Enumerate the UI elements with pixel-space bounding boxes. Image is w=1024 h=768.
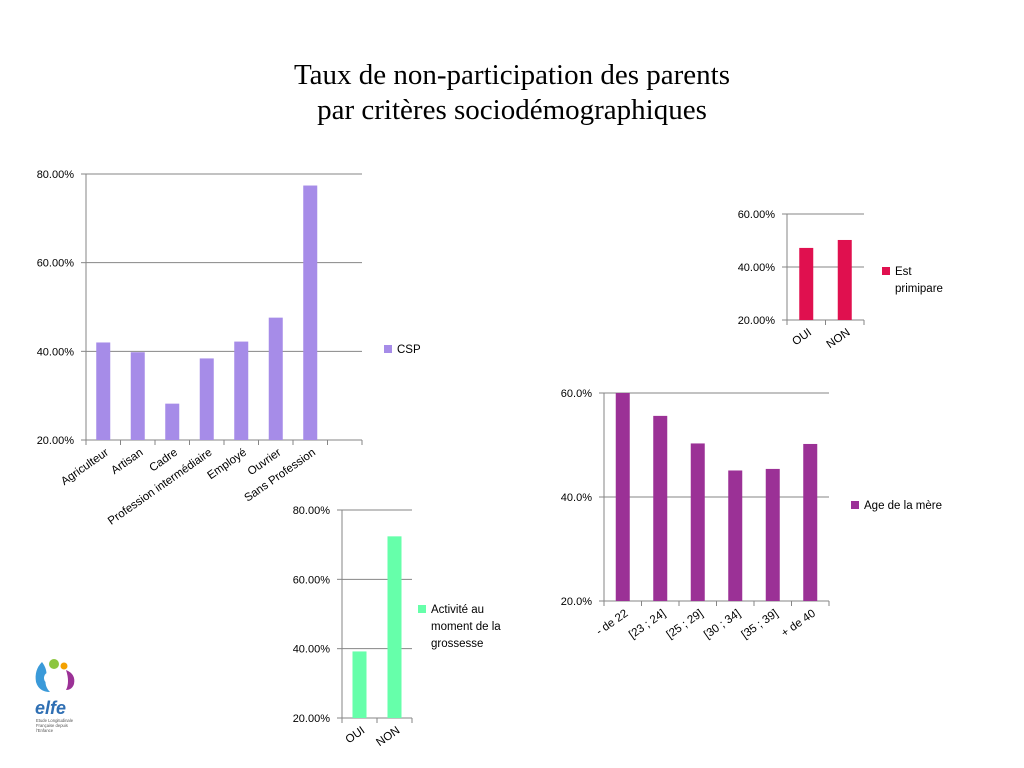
activite-legend-label: moment de la bbox=[431, 621, 501, 633]
age-legend-label: Age de la mère bbox=[864, 500, 942, 512]
primipare-bar bbox=[837, 239, 852, 320]
csp-ytick-label: 80.00% bbox=[37, 169, 75, 181]
activite-ytick-label: 40.00% bbox=[293, 644, 331, 656]
title-line-2: par critères sociodémographiques bbox=[317, 94, 707, 126]
csp-ytick-label: 20.00% bbox=[37, 435, 75, 447]
primipare-bar bbox=[799, 247, 814, 320]
logo-wordmark: elfe bbox=[35, 698, 66, 718]
csp-ytick-label: 60.00% bbox=[37, 258, 75, 270]
csp-bar bbox=[130, 352, 145, 440]
age-bar bbox=[803, 443, 818, 601]
age-ytick-label: 20.0% bbox=[561, 596, 592, 608]
activite-legend-label: Activité au bbox=[431, 604, 484, 616]
age-xtick-label: - de 22 bbox=[594, 608, 630, 638]
activite-ytick-label: 60.00% bbox=[293, 574, 331, 586]
activite-bar bbox=[352, 651, 367, 718]
logo-line-3: l'Enfance bbox=[36, 728, 54, 733]
csp-xtick-label: Employé bbox=[205, 447, 249, 482]
activite-xtick-label: OUI bbox=[344, 725, 368, 747]
csp-bar bbox=[303, 185, 318, 440]
age-bar bbox=[653, 415, 668, 601]
csp-bar bbox=[165, 403, 180, 440]
primipare-xtick-label: NON bbox=[825, 327, 853, 351]
activite-ytick-label: 20.00% bbox=[293, 713, 331, 725]
csp-bar bbox=[234, 341, 249, 440]
logo-line-2: Française depuis bbox=[36, 723, 68, 728]
csp-xtick-label: Agriculteur bbox=[59, 447, 111, 488]
csp-xtick-label: Artisan bbox=[109, 447, 145, 477]
activite-xtick-label: NON bbox=[374, 725, 402, 749]
primipare-legend-label: primipare bbox=[895, 283, 943, 295]
age-legend-swatch bbox=[851, 501, 859, 509]
csp-bar bbox=[268, 317, 283, 440]
age-bar bbox=[615, 393, 630, 601]
primipare-legend-label: Est bbox=[895, 266, 912, 278]
primipare-ytick-label: 20.00% bbox=[738, 315, 776, 327]
primipare-ytick-label: 60.00% bbox=[738, 209, 776, 221]
age-bar bbox=[765, 468, 780, 601]
title-line-1: Taux de non-participation des parents bbox=[293, 59, 731, 91]
primipare-ytick-label: 40.00% bbox=[738, 262, 776, 274]
age-ytick-label: 60.0% bbox=[561, 388, 592, 400]
activite-legend-swatch bbox=[418, 605, 426, 613]
elfe-logo: elfe Etude Longitudinale Française depui… bbox=[32, 656, 88, 738]
activite-legend-label: grossesse bbox=[431, 638, 483, 650]
logo-line-1: Etude Longitudinale bbox=[36, 718, 74, 723]
elfe-logo-graphic: elfe Etude Longitudinale Française depui… bbox=[35, 659, 75, 733]
age-xtick-label: [25 ; 29] bbox=[665, 608, 706, 642]
age-xtick-label: [30 ; 34] bbox=[702, 608, 743, 642]
age-xtick-label: [35 ; 39] bbox=[740, 608, 781, 642]
activite-bar bbox=[387, 536, 402, 718]
age-xtick-label: [23 ; 24] bbox=[627, 608, 668, 642]
csp-ytick-label: 40.00% bbox=[37, 346, 75, 358]
csp-legend-swatch bbox=[384, 345, 392, 353]
csp-bar bbox=[199, 358, 214, 440]
page-title: Taux de non-participation des parents pa… bbox=[0, 58, 1024, 128]
age-bar bbox=[728, 470, 743, 601]
age-ytick-label: 40.0% bbox=[561, 492, 592, 504]
csp-bar bbox=[96, 342, 111, 440]
age-bar bbox=[690, 443, 705, 601]
primipare-legend-swatch bbox=[882, 267, 890, 275]
csp-legend-label: CSP bbox=[397, 344, 421, 356]
primipare-xtick-label: OUI bbox=[790, 327, 814, 349]
activite-ytick-label: 80.00% bbox=[293, 505, 331, 517]
age-xtick-label: + de 40 bbox=[779, 608, 818, 640]
